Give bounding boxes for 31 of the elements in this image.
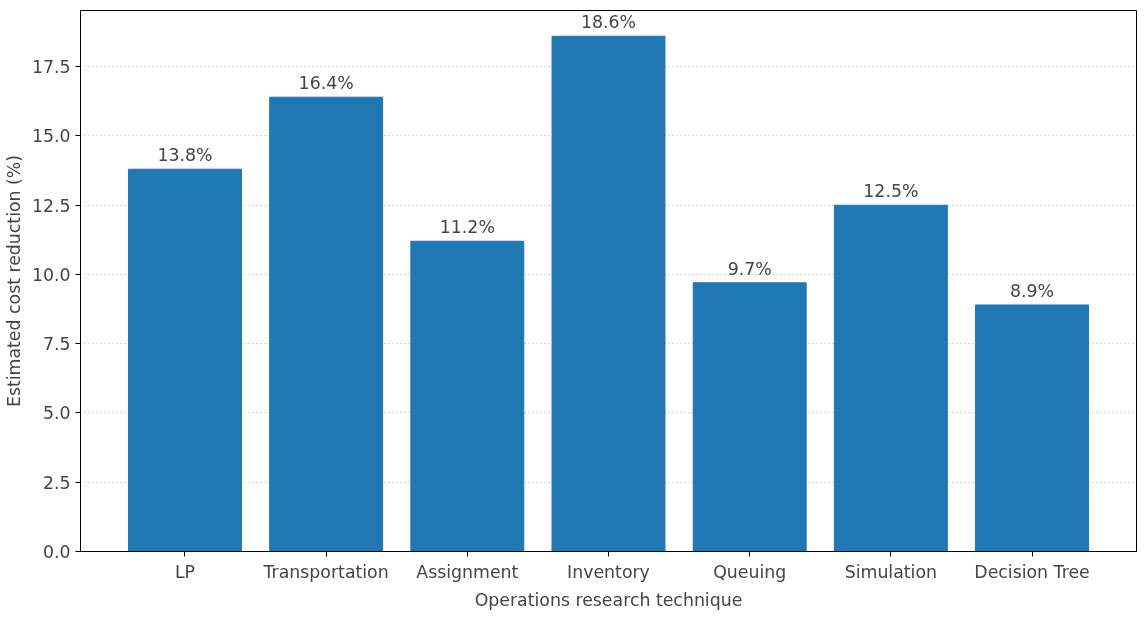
bar	[128, 168, 242, 552]
data-label: 13.8%	[157, 145, 213, 166]
x-tick-label: Transportation	[262, 561, 389, 582]
y-tick-label: 10.0	[31, 264, 71, 285]
y-axis-title: Estimated cost reduction (%)	[3, 154, 24, 408]
x-tick-label: Assignment	[416, 561, 519, 582]
bar	[410, 240, 525, 552]
y-tick-label: 5.0	[42, 403, 71, 424]
x-tick-label: Decision Tree	[974, 561, 1090, 582]
data-label: 12.5%	[863, 181, 919, 202]
x-tick-label: Queuing	[713, 561, 787, 582]
bar	[269, 96, 384, 552]
data-label: 9.7%	[727, 258, 772, 279]
data-label: 16.4%	[298, 73, 354, 94]
x-axis-title: Operations research technique	[474, 589, 743, 610]
bar	[692, 282, 807, 552]
y-tick-label: 0.0	[42, 542, 71, 562]
x-tick-label: LP	[174, 561, 196, 582]
data-label: 11.2%	[439, 217, 495, 238]
bar	[833, 204, 948, 552]
data-label: 8.9%	[1010, 280, 1055, 301]
bar	[551, 35, 666, 552]
data-label: 18.6%	[580, 12, 637, 33]
x-tick-label: Inventory	[567, 561, 650, 582]
y-tick-label: 15.0	[31, 126, 71, 147]
y-tick-label: 7.5	[42, 334, 71, 355]
y-tick-label: 17.5	[31, 57, 71, 78]
bar	[975, 304, 1089, 552]
y-tick-label: 2.5	[42, 472, 71, 493]
y-tick-label: 12.5	[31, 195, 71, 216]
x-tick-label: Simulation	[844, 561, 938, 582]
